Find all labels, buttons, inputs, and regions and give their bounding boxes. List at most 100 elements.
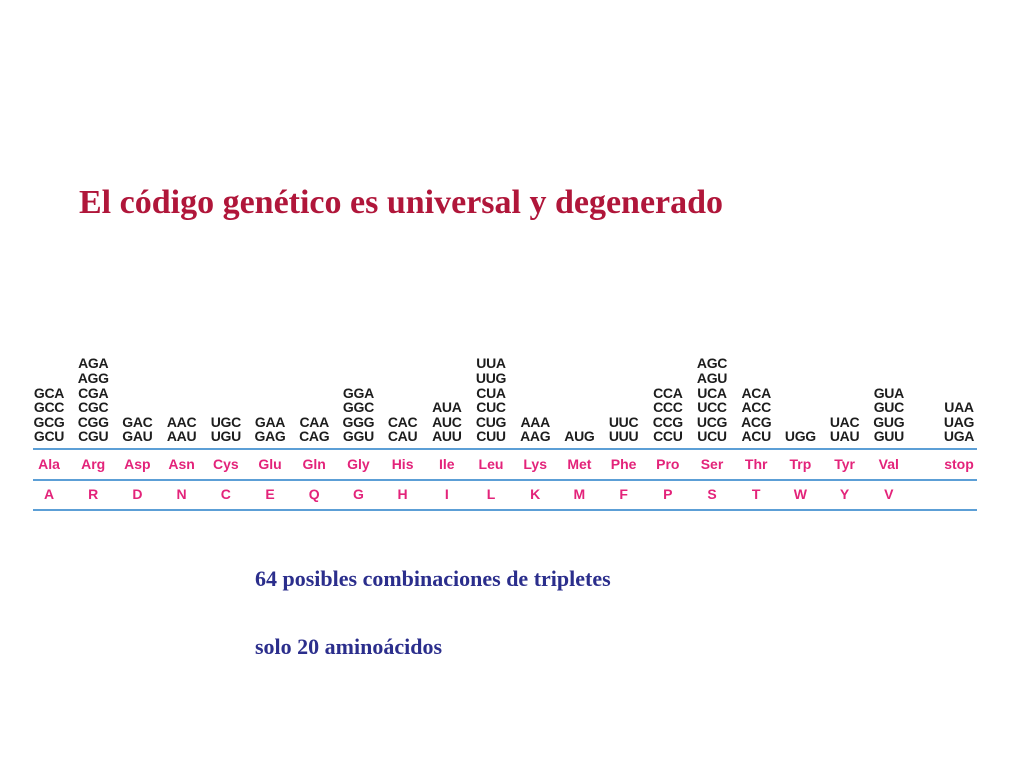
amino-acid-column: CAC CAU His H [381, 0, 425, 768]
codon: UGU [210, 428, 242, 445]
one-letter-code: D [132, 486, 143, 502]
codon: UAA [944, 399, 974, 416]
three-letter-code: Ile [439, 456, 455, 472]
amino-acid-column: UAA UAG UGA stop [937, 0, 981, 768]
amino-acid-column: UUC UUU Phe F [602, 0, 646, 768]
one-letter-code: K [530, 486, 541, 502]
codon: UGA [943, 428, 975, 445]
one-letter-code: R [88, 486, 99, 502]
codon: GAA [254, 413, 286, 430]
three-letter-code: Trp [789, 456, 812, 472]
one-letter-code: P [663, 486, 673, 502]
codon: AAC [166, 413, 197, 430]
one-letter-code: M [573, 486, 586, 502]
one-letter-code: Y [839, 486, 850, 502]
one-letter-code: C [220, 486, 231, 502]
three-letter-code: Glu [258, 456, 282, 472]
one-letter-code: I [444, 486, 449, 502]
codon-stack: CAC CAU [381, 415, 425, 444]
codon: AGU [696, 370, 728, 387]
codon-stack: UGG [778, 429, 822, 444]
one-letter-code: V [884, 486, 894, 502]
amino-acid-column: AGA AGG CGA CGC CGG CGU Arg R [71, 0, 115, 768]
one-letter-code: H [397, 486, 408, 502]
codon: GCG [33, 413, 65, 430]
codon: AAG [520, 428, 551, 445]
amino-acid-column: GCA GCC GCG GCU Ala A [27, 0, 71, 768]
codon: ACG [741, 413, 772, 430]
three-letter-code: Leu [478, 456, 504, 472]
one-letter-code: Q [308, 486, 320, 502]
codon: GAG [254, 428, 286, 445]
codon-stack: UGC UGU [204, 415, 248, 444]
amino-acid-column: GAC GAU Asp D [115, 0, 159, 768]
codon: UUC [608, 413, 639, 430]
amino-acid-column: AGC AGU UCA UCC UCG UCU Ser S [690, 0, 734, 768]
three-letter-code: Phe [610, 456, 637, 472]
codon: CCC [653, 399, 683, 416]
codon: AAU [166, 428, 197, 445]
three-letter-code: Gly [347, 456, 370, 472]
codon: UUA [476, 355, 506, 372]
three-letter-code: Val [878, 456, 899, 472]
codon: GGU [342, 428, 374, 445]
amino-acid-column: UUA UUG CUA CUC CUG CUU Leu L [469, 0, 513, 768]
amino-acid-column: GGA GGC GGG GGU Gly G [336, 0, 380, 768]
three-letter-code: Arg [81, 456, 106, 472]
codon-stack: AGC AGU UCA UCC UCG UCU [690, 356, 734, 444]
three-letter-code: Lys [523, 456, 547, 472]
codon: AGG [77, 370, 109, 387]
codon: AUG [564, 428, 595, 445]
amino-acid-column: AAA AAG Lys K [513, 0, 557, 768]
codon: UAU [829, 428, 860, 445]
codon-stack: GGA GGC GGG GGU [336, 386, 380, 444]
codon: CAG [299, 428, 330, 445]
amino-acid-column: UGC UGU Cys C [204, 0, 248, 768]
codon-stack: ACA ACC ACG ACU [734, 386, 778, 444]
three-letter-code: Asp [124, 456, 151, 472]
codon-stack: GAA GAG [248, 415, 292, 444]
three-letter-code: Tyr [834, 456, 855, 472]
codon: UCU [697, 428, 727, 445]
codon: GAC [122, 413, 153, 430]
divider-top [33, 448, 977, 450]
codon: ACC [741, 399, 771, 416]
codon: CGA [78, 384, 109, 401]
codon: GUC [873, 399, 905, 416]
three-letter-code: Gln [302, 456, 326, 472]
codon: GCU [33, 428, 65, 445]
codon: UUU [608, 428, 639, 445]
one-letter-code: G [352, 486, 364, 502]
divider-bottom [33, 509, 977, 511]
codon: AUA [432, 399, 462, 416]
codon-stack: UAC UAU [823, 415, 867, 444]
codon: UAG [943, 413, 975, 430]
codon: UAC [829, 413, 860, 430]
three-letter-code: Cys [212, 456, 239, 472]
codon: UGC [210, 413, 242, 430]
codon-stack: UUA UUG CUA CUC CUG CUU [469, 356, 513, 444]
codon: ACU [741, 428, 771, 445]
amino-acid-column: UGG Trp W [778, 0, 822, 768]
codon-stack: AAA AAG [513, 415, 557, 444]
codon: UCA [697, 384, 727, 401]
codon: GCC [33, 399, 65, 416]
codon: UCG [696, 413, 728, 430]
divider-middle [33, 479, 977, 481]
amino-acid-column: UAC UAU Tyr Y [823, 0, 867, 768]
amino-acid-column: GUA GUC GUG GUU Val V [867, 0, 911, 768]
one-letter-code: E [265, 486, 275, 502]
three-letter-code: Met [567, 456, 592, 472]
codon: GCA [33, 384, 65, 401]
codon: CGC [78, 399, 109, 416]
amino-acid-column: ACA ACC ACG ACU Thr T [734, 0, 778, 768]
codon: CUU [476, 428, 506, 445]
codon: CUG [475, 413, 507, 430]
one-letter-code: W [793, 486, 807, 502]
one-letter-code: S [707, 486, 717, 502]
one-letter-code: F [619, 486, 628, 502]
codon-stack: AAC AAU [160, 415, 204, 444]
amino-acid-column: CCA CCC CCG CCU Pro P [646, 0, 690, 768]
codon: CUA [476, 384, 506, 401]
codon: CAA [299, 413, 329, 430]
